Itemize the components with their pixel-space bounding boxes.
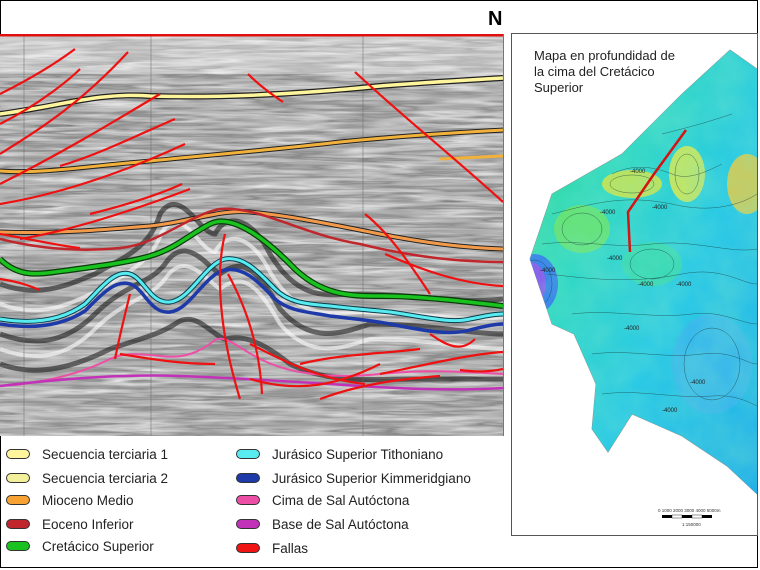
legend-label: Secuencia terciaria 1 xyxy=(42,446,169,462)
contour-label: -4000 xyxy=(600,210,616,216)
legend-label: Eoceno Inferior xyxy=(42,516,134,532)
legend-label: Fallas xyxy=(272,540,309,556)
legend-item: Mioceno Medio xyxy=(6,490,134,510)
legend-item: Jurásico Superior Tithoniano xyxy=(236,444,443,464)
contour-label: -4000 xyxy=(607,256,623,262)
contour-label: -4000 xyxy=(540,268,556,274)
contour-label: -4000 xyxy=(662,408,678,414)
seismic-image xyxy=(0,34,503,436)
contour-label: -4000 xyxy=(624,326,640,332)
contour-label: -4000 xyxy=(638,282,654,288)
legend-item: Base de Sal Autóctona xyxy=(236,514,409,534)
depth-map-panel: Mapa en profundidad de la cima del Cretá… xyxy=(511,33,758,536)
legend-item: Cima de Sal Autóctona xyxy=(236,490,409,510)
depth-map: -4000 -4000 -4000 -4000 -4000 -4000 -400… xyxy=(529,49,757,527)
scale-ratio: 1:150000 xyxy=(682,522,701,527)
legend-swatch xyxy=(6,449,30,459)
legend-swatch xyxy=(236,519,260,529)
contour-label: -4000 xyxy=(652,205,668,211)
legend-swatch xyxy=(6,495,30,505)
legend-swatch xyxy=(236,473,260,483)
scale-bar: 0 1000 2000 3000 4000 5000m 1:150000 xyxy=(658,508,721,527)
seismic-section xyxy=(0,34,504,436)
legend-label: Cretácico Superior xyxy=(42,538,154,554)
legend-item: Fallas xyxy=(236,538,308,558)
legend-label: Jurásico Superior Kimmeridgiano xyxy=(272,470,471,486)
legend-swatch xyxy=(6,541,30,551)
legend-swatch xyxy=(6,519,30,529)
legend: Secuencia terciaria 1 Secuencia terciari… xyxy=(0,444,505,564)
legend-label: Secuencia terciaria 2 xyxy=(42,470,169,486)
legend-item: Secuencia terciaria 1 xyxy=(6,444,168,464)
legend-label: Cima de Sal Autóctona xyxy=(272,492,410,508)
legend-item: Cretácico Superior xyxy=(6,536,154,556)
map-title-line: la cima del Cretácico xyxy=(534,64,655,79)
legend-swatch xyxy=(236,449,260,459)
legend-swatch xyxy=(236,495,260,505)
map-title-line: Superior xyxy=(534,80,584,95)
contour-label: -4000 xyxy=(690,380,706,386)
map-title: Mapa en profundidad de la cima del Cretá… xyxy=(534,48,734,96)
legend-item: Eoceno Inferior xyxy=(6,514,134,534)
legend-item: Secuencia terciaria 2 xyxy=(6,468,168,488)
legend-label: Base de Sal Autóctona xyxy=(272,516,409,532)
map-title-line: Mapa en profundidad de xyxy=(534,48,675,63)
legend-item: Jurásico Superior Kimmeridgiano xyxy=(236,468,471,488)
legend-label: Mioceno Medio xyxy=(42,492,134,508)
scale-ticks: 0 1000 2000 3000 4000 5000m xyxy=(658,508,721,513)
legend-swatch xyxy=(236,543,260,553)
legend-label: Jurásico Superior Tithoniano xyxy=(272,446,444,462)
contour-label: -4000 xyxy=(630,169,646,175)
contour-label: -4000 xyxy=(676,282,692,288)
legend-swatch xyxy=(6,473,30,483)
north-arrow-label: N xyxy=(488,8,503,30)
